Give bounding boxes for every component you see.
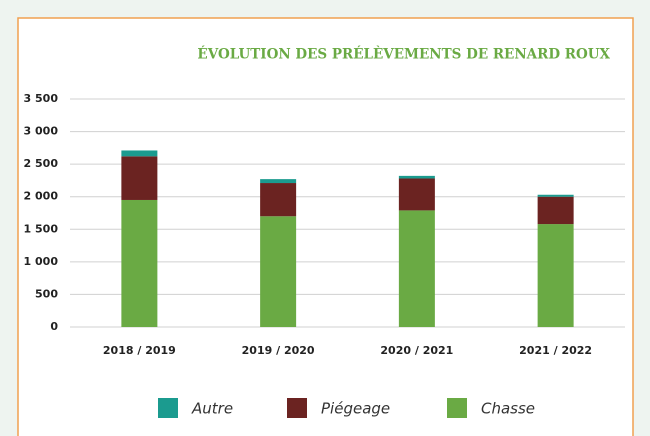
x-tick-label: 2020 / 2021 [380,344,453,357]
frame [17,17,634,436]
y-tick-label: 3 000 [24,125,59,138]
legend-swatch [158,398,178,418]
y-tick-label: 0 [50,320,58,333]
legend-label: Piégeage [321,400,390,418]
y-tick-label: 2 000 [24,190,59,203]
bar-segment [398,175,435,179]
legend-label: Chasse [481,400,535,418]
legend-label: Autre [191,400,233,418]
x-tick-label: 2021 / 2022 [519,344,592,357]
bar-segment [121,199,158,327]
legend-swatch [447,398,467,418]
bar-segment [537,224,574,327]
y-tick-label: 3 500 [24,92,59,105]
bar-segment [398,210,435,327]
bar-segment [260,179,297,184]
bar-segment [537,194,574,197]
chart-title: ÉVOLUTION DES PRÉLÈVEMENTS DE RENARD ROU… [197,47,610,63]
x-tick-label: 2018 / 2019 [103,344,176,357]
bar-segment [537,196,574,225]
y-tick-label: 2 500 [24,157,59,170]
bar-segment [121,150,158,157]
bar-segment [260,216,297,327]
bar-segment [398,178,435,211]
y-tick-label: 500 [35,287,58,300]
y-tick-label: 1 500 [24,222,59,235]
bar-segment [121,156,158,200]
bar-segment [260,183,297,217]
y-tick-label: 1 000 [24,255,59,268]
legend-swatch [287,398,307,418]
x-tick-label: 2019 / 2020 [242,344,315,357]
